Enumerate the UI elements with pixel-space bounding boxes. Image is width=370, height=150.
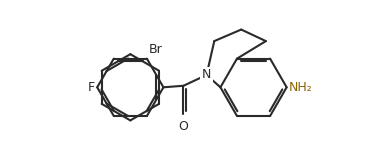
Text: N: N <box>202 69 211 81</box>
Text: F: F <box>88 81 95 94</box>
Text: Br: Br <box>149 43 163 56</box>
Text: NH₂: NH₂ <box>289 81 313 94</box>
Text: O: O <box>179 120 188 133</box>
